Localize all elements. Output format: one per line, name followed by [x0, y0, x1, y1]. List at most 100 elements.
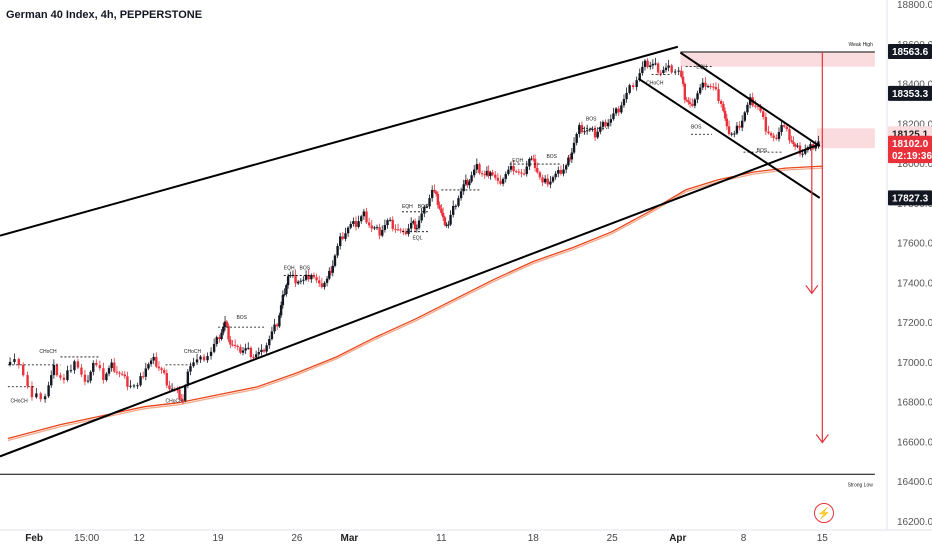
candle-body [180, 398, 183, 400]
candle-body [168, 385, 171, 390]
candle-body [66, 370, 69, 381]
candle-body [443, 217, 447, 226]
candle-body [543, 178, 547, 183]
candle-body [599, 126, 602, 132]
candle-body [654, 63, 657, 65]
candle-body [612, 113, 615, 120]
structure-label: CHoCH [39, 349, 57, 355]
candle-body [312, 275, 316, 278]
candle-body [349, 223, 352, 228]
candle-body [681, 76, 685, 84]
candle-body [670, 65, 673, 73]
price-tag: 17827.3 [888, 190, 932, 206]
candle-body [383, 225, 387, 230]
candle-body [430, 189, 434, 199]
y-tick-label: 18800.0 [897, 0, 932, 11]
x-tick-label: Apr [669, 533, 686, 544]
candle-body [402, 230, 405, 232]
trendline [679, 51, 821, 148]
candle-body [409, 222, 413, 229]
candle-body [206, 356, 209, 361]
y-tick-label: 17200.0 [897, 318, 932, 329]
candle-body [464, 179, 468, 185]
candle-body [601, 121, 605, 127]
candle-body [554, 173, 557, 178]
candle-body [762, 111, 765, 118]
candle-body [593, 128, 597, 138]
candle-body [341, 236, 345, 239]
chart-title: German 40 Index, 4h, PEPPERSTONE [6, 9, 203, 21]
candle-body [528, 158, 531, 167]
structure-label: BOS [236, 315, 247, 321]
candle-body [352, 221, 355, 224]
structure-label: EQL [412, 236, 422, 242]
candle-body [440, 208, 443, 213]
y-tick-label: 18000.0 [897, 159, 932, 170]
candle-body [717, 89, 720, 101]
candle-body [302, 279, 305, 281]
candle-body [331, 265, 334, 273]
structure-label: BOS [757, 148, 768, 154]
x-tick-label: 8 [741, 533, 747, 544]
candle-body [578, 125, 581, 134]
candle-body [165, 372, 169, 386]
candle-body [532, 158, 535, 160]
candle-body [793, 144, 797, 147]
candle-body [517, 171, 521, 173]
price-tag-bg [888, 44, 932, 60]
candle-body [801, 153, 804, 155]
candle-body [567, 157, 570, 166]
candle-body [98, 365, 102, 369]
candle-body [225, 321, 229, 326]
candle-body [709, 86, 712, 88]
structure-label: BOS [691, 124, 702, 130]
candle-body [533, 158, 537, 169]
candle-body [559, 170, 563, 174]
candle-body [549, 181, 552, 185]
candle-body [227, 325, 230, 340]
flash-icon[interactable]: ⚡ [814, 503, 834, 523]
candle-body [607, 122, 610, 127]
candle-body [783, 125, 786, 127]
price-tag: 18563.6 [888, 44, 932, 60]
candle-body [536, 168, 539, 173]
structure-label: EQH [512, 158, 523, 164]
x-tick-label: Feb [25, 533, 43, 544]
candle-body [399, 229, 402, 231]
candle-body [357, 221, 360, 227]
candle-body [685, 99, 688, 101]
price-tag-bg [888, 85, 932, 101]
structure-label: CHoCH [11, 399, 29, 405]
candle-body [449, 214, 452, 225]
candle-body [136, 385, 139, 387]
candle-body [375, 227, 379, 229]
candle-body [279, 305, 283, 316]
candle-body [323, 282, 326, 288]
candle-body [170, 388, 174, 390]
candle-body [17, 359, 21, 365]
candle-body [733, 133, 736, 135]
candle-body [575, 133, 578, 143]
x-tick-label: 19 [212, 533, 224, 544]
candle-body [585, 130, 589, 132]
y-tick-label: 16400.0 [897, 477, 932, 488]
price-tag-text: 02:19:36 [892, 151, 932, 162]
candle-body [662, 69, 665, 74]
candle-body [118, 372, 121, 374]
candle-body [249, 347, 253, 357]
candle-body [107, 368, 111, 374]
candle-body [113, 362, 116, 372]
candle-body [759, 106, 762, 112]
candle-body [580, 125, 584, 133]
candle-body [617, 108, 620, 113]
candle-body [693, 99, 697, 106]
candle-body [646, 60, 649, 68]
price-tag-text: 17827.3 [892, 193, 929, 204]
candle-body [638, 73, 641, 81]
candle-body [641, 66, 644, 74]
candle-body [215, 337, 218, 345]
candle-body [714, 86, 718, 90]
candle-body [110, 362, 113, 369]
y-tick-label: 17400.0 [897, 278, 932, 289]
